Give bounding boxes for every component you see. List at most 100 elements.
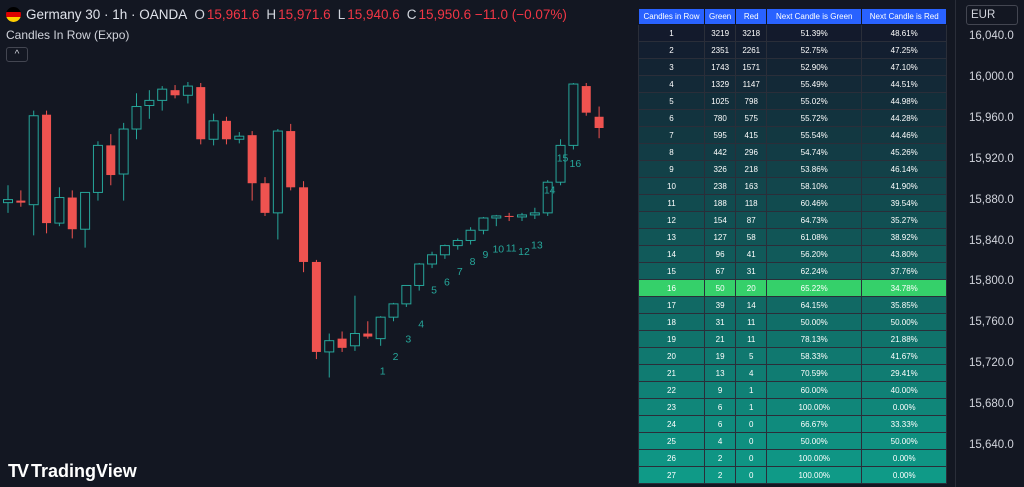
candle: [504, 212, 514, 222]
table-cell: 14: [735, 296, 768, 314]
symbol-header: Germany 30 · 1h · OANDA O 15,961.6 H 15,97…: [6, 5, 567, 23]
table-row: 25 4 0 50.00% 50.00%: [638, 432, 948, 450]
table-cell: 2: [703, 466, 737, 484]
table-cell: 5: [735, 347, 768, 365]
price-axis-tick: 15,640.0: [969, 439, 1014, 451]
table-cell: 43.80%: [861, 245, 948, 263]
candle: [67, 190, 77, 239]
table-cell: 96: [703, 245, 737, 263]
streak-count-label: 6: [444, 276, 450, 288]
symbol-title[interactable]: Germany 30 · 1h · OANDA: [26, 6, 188, 22]
table-row: 9 326 218 53.86% 46.14%: [638, 160, 948, 178]
table-cell: 47.25%: [861, 41, 948, 59]
table-header-cell: Red: [735, 8, 768, 25]
close-value: 15,950.6 −11.0 (−0.07%): [418, 6, 567, 22]
candle: [568, 83, 579, 150]
table-cell: 1: [735, 398, 768, 416]
table-row: 23 6 1 100.00% 0.00%: [638, 398, 948, 416]
table-cell: 41.90%: [861, 177, 948, 195]
table-cell: 13: [638, 228, 705, 246]
table-cell: 5: [638, 92, 705, 110]
table-header-cell: Next Candle is Green: [766, 8, 863, 25]
currency-selector[interactable]: EUR: [966, 5, 1018, 25]
streak-count-label: 1: [380, 365, 386, 377]
table-cell: 20: [638, 347, 705, 365]
table-row: 15 67 31 62.24% 37.76%: [638, 262, 948, 280]
candle-body: [414, 263, 425, 286]
table-row: 8 442 296 54.74% 45.26%: [638, 143, 948, 161]
candle-body: [452, 239, 463, 247]
table-cell: 2: [703, 449, 737, 467]
candle: [170, 85, 180, 99]
table-row: 10 238 163 58.10% 41.90%: [638, 177, 948, 195]
table-row: 19 21 11 78.13% 21.88%: [638, 330, 948, 348]
streak-count-label: 10: [492, 244, 504, 256]
table-cell: 78.13%: [766, 330, 863, 348]
candle-body: [208, 120, 219, 140]
table-cell: 0.00%: [861, 466, 948, 484]
table-cell: 50.00%: [766, 313, 863, 331]
streak-count-label: 8: [470, 256, 476, 268]
low-value: 15,940.6: [347, 6, 400, 22]
candle-body: [517, 214, 527, 218]
table-cell: 0: [735, 432, 768, 450]
candle-body: [131, 106, 142, 130]
table-cell: 40.00%: [861, 381, 948, 399]
table-cell: 19: [638, 330, 705, 348]
table-cell: 16: [638, 279, 705, 297]
candle: [324, 333, 335, 378]
table-cell: 58.33%: [766, 347, 863, 365]
candle: [196, 83, 206, 145]
table-cell: 0: [735, 466, 768, 484]
streak-statistics-table: Candles in Row Green Red Next Candle is Gre…: [638, 8, 948, 484]
table-cell: 27: [638, 466, 705, 484]
table-row: 18 31 11 50.00% 50.00%: [638, 313, 948, 331]
candle: [465, 227, 476, 245]
candle-body: [272, 130, 283, 214]
table-cell: 70.59%: [766, 364, 863, 382]
candle-body: [568, 83, 579, 146]
table-cell: 51.39%: [766, 24, 863, 42]
high-label: H: [266, 6, 277, 22]
table-cell: 41.67%: [861, 347, 948, 365]
streak-count-label: 5: [431, 285, 437, 297]
candle: [208, 113, 219, 146]
candle: [414, 262, 425, 291]
table-cell: 56.20%: [766, 245, 863, 263]
table-cell: 19: [703, 347, 737, 365]
table-cell: 1147: [735, 75, 768, 93]
table-row: 22 9 1 60.00% 40.00%: [638, 381, 948, 399]
table-cell: 163: [735, 177, 768, 195]
candle: [299, 181, 309, 273]
candle-body: [529, 212, 540, 216]
table-cell: 64.15%: [766, 296, 863, 314]
candle: [529, 207, 540, 220]
candle-body: [478, 217, 489, 231]
candle: [401, 284, 412, 307]
tradingview-logo[interactable]: TV TradingView: [8, 461, 137, 482]
table-cell: 41: [735, 245, 768, 263]
table-cell: 38.92%: [861, 228, 948, 246]
candle-body: [234, 135, 245, 140]
candle: [349, 295, 360, 351]
table-cell: 2: [638, 41, 705, 59]
table-cell: 0: [735, 415, 768, 433]
table-cell: 37.76%: [861, 262, 948, 280]
streak-count-label: 7: [457, 266, 463, 278]
chevron-up-icon[interactable]: ^: [6, 47, 28, 62]
table-cell: 22: [638, 381, 705, 399]
candle: [427, 251, 438, 269]
table-cell: 54.74%: [766, 143, 863, 161]
table-cell: 11: [735, 330, 768, 348]
table-cell: 154: [703, 211, 737, 229]
table-cell: 100.00%: [766, 398, 863, 416]
table-cell: 9: [638, 160, 705, 178]
candle-body: [247, 135, 257, 184]
candle-body: [28, 115, 39, 206]
table-cell: 26: [638, 449, 705, 467]
streak-count-label: 16: [570, 158, 582, 170]
germany-flag-icon: [6, 6, 21, 22]
indicator-title[interactable]: Candles In Row (Expo): [6, 28, 130, 42]
price-axis[interactable]: 16,040.0 16,000.0 15,960.0 15,920.0 15,880.0…: [955, 0, 1024, 487]
